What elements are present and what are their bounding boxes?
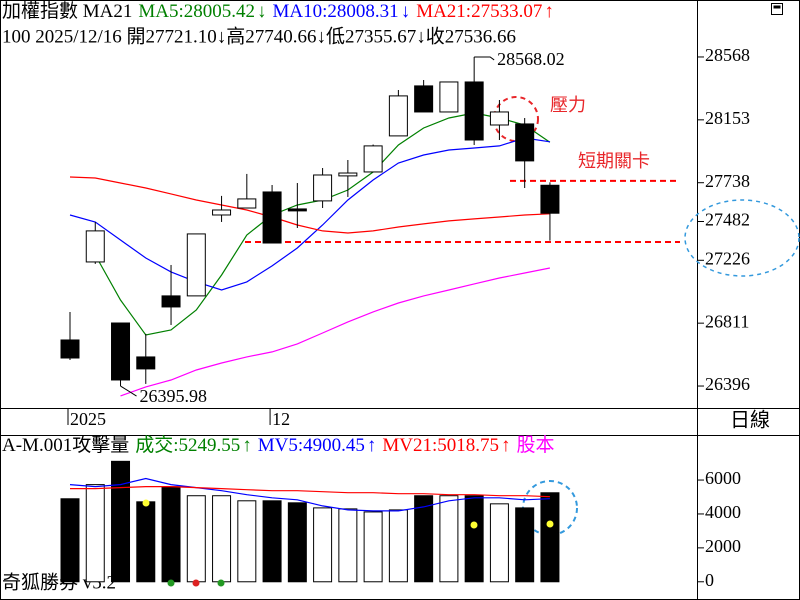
- title-part: MV21:5018.75: [382, 435, 499, 456]
- candle-body: [313, 174, 333, 202]
- ma-line: [69, 176, 550, 234]
- candle-body: [161, 295, 181, 308]
- volume-bar: [60, 498, 80, 583]
- volume-bar: [363, 511, 383, 583]
- ma-line: [69, 137, 550, 291]
- y-tick-label: 0: [705, 570, 714, 590]
- y-tick-label: 27738: [705, 171, 750, 191]
- signal-dot: [167, 579, 175, 587]
- title-part: ↓: [401, 1, 411, 22]
- volume-bar: [161, 486, 181, 583]
- title-part: ↓: [257, 1, 267, 22]
- y-tick-label: 2000: [705, 536, 741, 556]
- title-part: MA21:27533.07: [416, 1, 542, 22]
- volume-bar: [85, 484, 105, 583]
- candle-body: [515, 123, 535, 162]
- window-button[interactable]: [771, 3, 783, 15]
- annotation: 壓力: [550, 95, 586, 115]
- high-label: 28568.02: [497, 49, 565, 69]
- volume-bar: [212, 495, 232, 583]
- volume-bar: [313, 507, 333, 583]
- candle-body: [212, 209, 232, 216]
- ma-line: [120, 267, 551, 397]
- period-label: 日線: [730, 409, 770, 432]
- highlight-circle: [493, 96, 539, 142]
- volume-bar: [262, 500, 282, 583]
- y-tick-label: 28153: [705, 108, 750, 128]
- title-part: MA5:28005.42: [138, 1, 255, 22]
- title-row: 加權指數 MA21 MA5:28005.42 ↓ MA10:28008.31 ↓ MA21…: [2, 0, 554, 22]
- y-tick-label: 6000: [705, 468, 741, 488]
- volume-bar: [388, 509, 408, 583]
- leader-line: [120, 385, 137, 397]
- candle-body: [464, 81, 484, 141]
- volume-ma-line: [69, 477, 550, 512]
- title-row: A-M.001攻擊量 成交:5249.55 ↑ MV5:4900.45 ↑ MV21:50…: [2, 434, 555, 456]
- highlight-ellipse: [684, 199, 800, 277]
- volume-bar: [338, 508, 358, 583]
- title-part: ↑: [242, 435, 252, 456]
- y-tick-label: 28568: [705, 45, 750, 65]
- x-tick-label: 12: [272, 409, 290, 429]
- volume-bar: [515, 507, 535, 583]
- leader-line: [474, 56, 495, 61]
- candle-body: [60, 339, 80, 359]
- signal-group: [142, 499, 554, 587]
- title-part: MA10:28008.31: [273, 1, 399, 22]
- candle-body: [489, 111, 509, 126]
- title-part: 加權指數 MA21: [2, 0, 132, 22]
- title-part: ↑: [544, 1, 554, 22]
- y-tick-label: 4000: [705, 502, 741, 522]
- quote-line: 100 2025/12/16 開27721.10↓高27740.66↓低2735…: [2, 25, 516, 47]
- y-tick-label: 27482: [705, 210, 750, 230]
- title-part: 成交:5249.55: [135, 434, 240, 456]
- signal-dot: [470, 521, 478, 529]
- candle-body: [85, 230, 105, 263]
- volume-bar: [287, 502, 307, 583]
- volume-bar: [540, 492, 560, 583]
- candle-body: [439, 81, 459, 113]
- signal-dot: [192, 579, 200, 587]
- candle-body: [363, 145, 383, 173]
- signal-dot: [142, 499, 150, 507]
- candle-body: [136, 356, 156, 370]
- volume-bar: [186, 495, 206, 583]
- volume-ma-line: [70, 486, 550, 498]
- y-tick-label: 26811: [705, 311, 749, 331]
- x-tick-label: 2025: [70, 409, 106, 429]
- title-part: MV5:4900.45: [258, 435, 365, 456]
- volume-bar: [489, 503, 509, 583]
- candle-body: [287, 208, 307, 212]
- candle-body: [414, 85, 434, 113]
- low-label: 26395.98: [140, 386, 208, 406]
- volume-bar: [237, 500, 257, 583]
- window-button-icon: [773, 5, 781, 9]
- title-part: ↑: [501, 435, 511, 456]
- volume-bar: [111, 460, 131, 583]
- candle-body: [186, 233, 206, 297]
- signal-dot: [217, 579, 225, 587]
- volume-bar: [414, 495, 434, 583]
- annotation: 短期關卡: [578, 151, 650, 171]
- volume-bar: [464, 495, 484, 583]
- candle-body: [540, 184, 560, 214]
- title-part: A-M.001攻擊量: [2, 434, 129, 456]
- y-tick-label: 27226: [705, 248, 750, 268]
- title-part: 股本: [517, 434, 555, 456]
- candle-body: [338, 172, 358, 177]
- y-tick-label: 26396: [705, 374, 750, 394]
- candle-body: [262, 191, 282, 244]
- volume-bar: [136, 501, 156, 583]
- candle-body: [388, 95, 408, 137]
- signal-dot: [546, 520, 554, 528]
- candle-body: [111, 322, 131, 381]
- candle-body: [237, 198, 257, 209]
- volume-bar: [439, 495, 459, 583]
- title-part: ↑: [367, 435, 377, 456]
